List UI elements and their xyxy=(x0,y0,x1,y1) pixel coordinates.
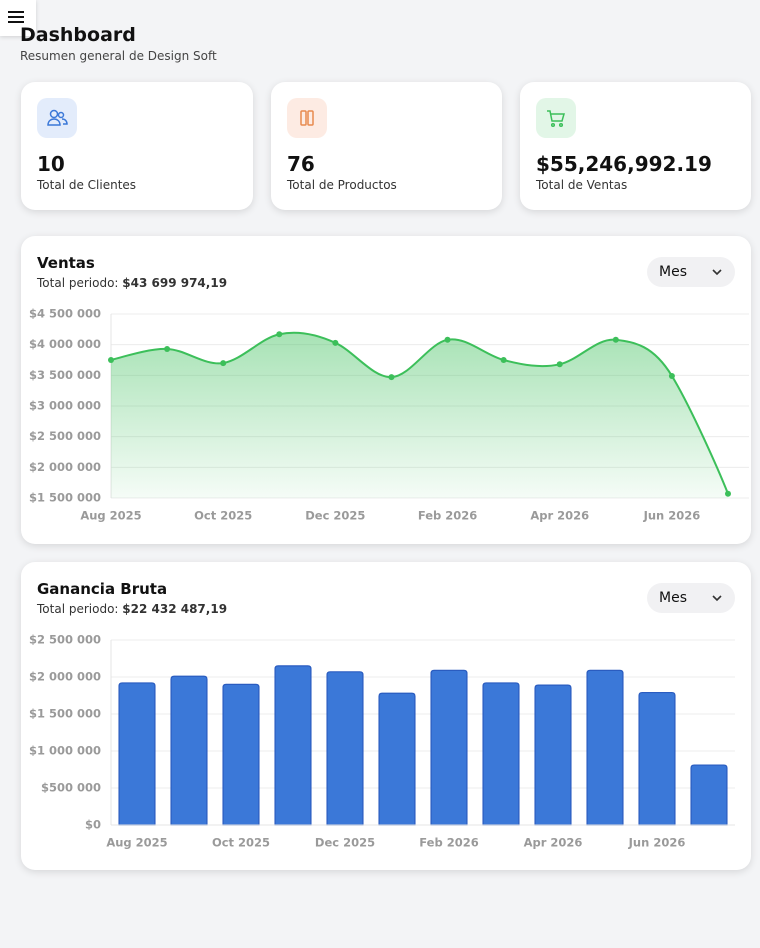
bar xyxy=(690,764,728,826)
icon xyxy=(536,98,576,138)
chart-card: $1 500 000 $2 000 000 $2 500 000 $3 000 000… xyxy=(21,236,751,544)
point xyxy=(556,361,563,368)
kpi-value: 10 xyxy=(37,152,65,176)
icon xyxy=(37,98,77,138)
y-tick-label: $1 000 000 xyxy=(29,744,101,758)
chart-total: Total periodo: $43 699 974,19 xyxy=(37,276,227,290)
period-dropdown[interactable]: Mes xyxy=(647,583,735,613)
x-tick-label: Dec 2025 xyxy=(315,836,375,850)
kpi-card: $55,246,992.19 Total de Ventas xyxy=(520,82,751,210)
x-tick-label: Jun 2026 xyxy=(643,509,701,523)
x-tick-label: Dec 2025 xyxy=(305,509,365,523)
y-tick-label: $3 000 000 xyxy=(29,399,101,413)
point xyxy=(612,336,619,343)
dropdown-label: Mes xyxy=(659,264,687,280)
bar xyxy=(222,683,260,826)
chart: $1 500 000 $2 000 000 $2 500 000 $3 000 000… xyxy=(29,307,749,523)
page-subtitle: Resumen general de Design Soft xyxy=(20,49,217,63)
x-tick-label: Aug 2025 xyxy=(80,509,141,523)
kpi-label: Total de Ventas xyxy=(536,178,628,192)
x-tick-label: Jun 2026 xyxy=(628,836,686,850)
chart-total: Total periodo: $22 432 487,19 xyxy=(37,602,227,616)
y-tick-label: $4 500 000 xyxy=(29,307,101,321)
x-tick-label: Apr 2026 xyxy=(530,509,589,523)
bar xyxy=(586,669,624,826)
bar xyxy=(482,682,520,826)
y-tick-label: $3 500 000 xyxy=(29,368,101,382)
chart-title: Ganancia Bruta xyxy=(37,580,168,598)
y-tick-label: $0 xyxy=(85,818,101,832)
kpi-card: 10 Total de Clientes xyxy=(21,82,253,210)
menu-icon xyxy=(8,11,24,23)
y-tick-label: $2 500 000 xyxy=(29,633,101,647)
bar xyxy=(430,669,468,826)
page-title: Dashboard xyxy=(20,24,136,46)
point xyxy=(164,345,171,352)
total-value: $22 432 487,19 xyxy=(122,602,228,616)
total-value: $43 699 974,19 xyxy=(122,276,228,290)
bar xyxy=(326,671,364,826)
dropdown-label: Mes xyxy=(659,590,687,606)
area xyxy=(111,332,728,498)
x-tick-label: Feb 2026 xyxy=(419,836,478,850)
point xyxy=(108,357,114,363)
x-tick-label: Aug 2025 xyxy=(106,836,167,850)
chart-card: $0 $500 000 $1 000 000 $1 500 000 $2 000 000… xyxy=(21,562,751,870)
y-tick-label: $1 500 000 xyxy=(29,707,101,721)
chart: $0 $500 000 $1 000 000 $1 500 000 $2 000 000… xyxy=(29,633,735,850)
y-tick-label: $2 500 000 xyxy=(29,429,101,443)
bar xyxy=(118,682,156,826)
point xyxy=(332,339,339,346)
kpi-value: $55,246,992.19 xyxy=(536,152,712,176)
bar xyxy=(534,684,572,826)
y-tick-label: $1 500 000 xyxy=(29,491,101,505)
x-tick-label: Apr 2026 xyxy=(524,836,583,850)
icon xyxy=(287,98,327,138)
x-tick-label: Oct 2025 xyxy=(212,836,270,850)
kpi-card: 76 Total de Productos xyxy=(271,82,502,210)
point xyxy=(500,357,507,363)
y-tick-label: $2 000 000 xyxy=(29,670,101,684)
point xyxy=(388,374,395,381)
point xyxy=(276,331,283,338)
total-label: Total periodo: xyxy=(37,276,119,290)
bar xyxy=(274,665,312,826)
y-tick-label: $500 000 xyxy=(41,781,101,795)
total-label: Total periodo: xyxy=(37,602,119,616)
point xyxy=(668,372,675,379)
menu-button[interactable] xyxy=(0,0,36,36)
kpi-label: Total de Productos xyxy=(287,178,397,192)
y-tick-label: $2 000 000 xyxy=(29,460,101,474)
bar xyxy=(170,675,208,826)
point xyxy=(220,360,227,367)
kpi-label: Total de Clientes xyxy=(37,178,137,192)
chart-title: Ventas xyxy=(37,254,95,272)
point xyxy=(725,490,731,497)
y-tick-label: $4 000 000 xyxy=(29,337,101,351)
bar xyxy=(378,692,416,826)
period-dropdown[interactable]: Mes xyxy=(647,257,735,287)
point xyxy=(444,336,451,343)
x-tick-label: Feb 2026 xyxy=(418,509,477,523)
kpi-value: 76 xyxy=(287,152,315,176)
x-tick-label: Oct 2025 xyxy=(194,509,252,523)
bar xyxy=(638,691,676,826)
